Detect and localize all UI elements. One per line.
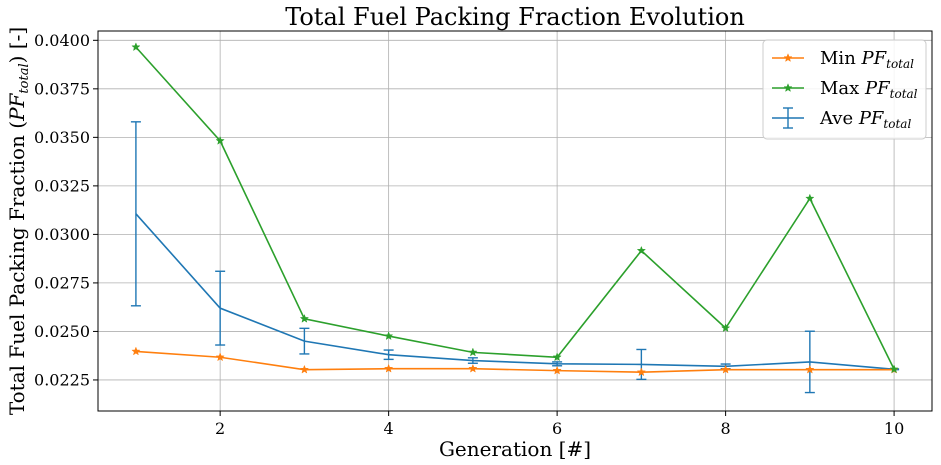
x-tick-label: 10	[884, 419, 904, 438]
legend-item-max: Max PFtotal	[772, 78, 918, 101]
plot-frame	[97, 30, 933, 412]
star-marker	[552, 352, 562, 362]
x-axis-label: Generation [#]	[439, 437, 591, 461]
series-min	[131, 346, 899, 377]
y-tick-label: 0.0400	[34, 31, 90, 50]
x-tick-label: 6	[552, 419, 562, 438]
y-axis-label: Total Fuel Packing Fraction (PFtotal) [-…	[5, 27, 32, 415]
legend-label: Max PFtotal	[820, 78, 918, 101]
star-marker	[468, 347, 478, 357]
x-tick-label: 4	[384, 419, 394, 438]
y-tick-label: 0.0250	[34, 322, 90, 341]
y-axis-label-suffix: ) [-]	[5, 27, 29, 64]
legend-item-ave: Ave PFtotal	[772, 107, 911, 131]
chart-title: Total Fuel Packing Fraction Evolution	[285, 3, 745, 31]
x-tick-label: 8	[721, 419, 731, 438]
legend-box	[762, 39, 927, 140]
star-marker	[805, 364, 815, 374]
y-tick-label: 0.0375	[34, 79, 90, 98]
y-tick-label: 0.0300	[34, 225, 90, 244]
star-marker	[552, 365, 562, 375]
star-marker	[889, 364, 899, 374]
y-axis-label-symbol: PF	[5, 92, 29, 121]
y-axis: 0.0225 0.0250 0.0275 0.0300 0.0325 0.0350 0.03…	[34, 31, 98, 389]
y-tick-label: 0.0225	[34, 370, 90, 389]
legend-star-marker	[783, 53, 793, 62]
series-max	[131, 42, 899, 374]
star-marker	[468, 363, 478, 373]
star-marker	[805, 193, 815, 203]
star-marker	[299, 364, 310, 374]
series-line	[135, 350, 895, 373]
legend-label: Ave PFtotal	[819, 108, 911, 131]
legend: Min PFtotal Max PFtotal Ave PFtotal	[762, 39, 927, 140]
series-layer	[130, 42, 900, 394]
x-axis: 2 4 6 8 10	[215, 411, 904, 438]
legend-star-marker	[783, 83, 793, 92]
star-marker	[636, 245, 647, 255]
star-marker	[215, 135, 225, 145]
legend-item-min: Min PFtotal	[772, 48, 914, 71]
star-marker	[215, 352, 225, 362]
series-line	[135, 46, 895, 370]
star-marker	[720, 323, 731, 333]
star-marker	[720, 364, 731, 374]
y-tick-label: 0.0275	[34, 273, 90, 292]
star-marker	[131, 42, 141, 52]
y-tick-label: 0.0325	[34, 176, 90, 195]
x-tick-label: 2	[215, 419, 225, 438]
legend-label: Min PFtotal	[820, 48, 914, 71]
star-marker	[383, 331, 394, 341]
star-marker	[299, 313, 310, 323]
y-axis-label-subscript: total	[17, 63, 32, 93]
y-axis-label-prefix: Total Fuel Packing Fraction (	[5, 121, 29, 415]
star-marker	[383, 363, 394, 373]
star-marker	[131, 346, 141, 356]
series-ave	[130, 121, 900, 394]
series-line	[135, 213, 895, 371]
y-tick-label: 0.0350	[34, 128, 90, 147]
star-marker	[636, 367, 647, 377]
